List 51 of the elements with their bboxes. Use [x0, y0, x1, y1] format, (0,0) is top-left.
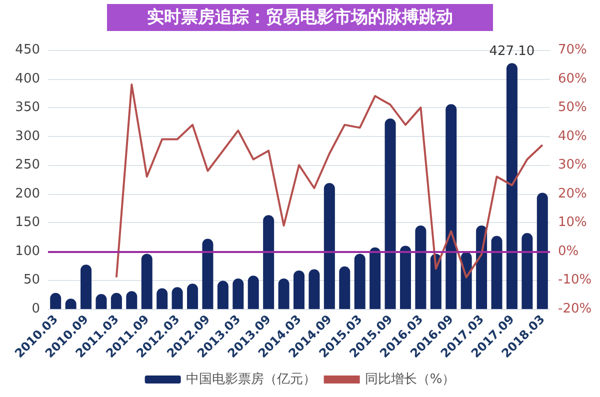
bar [294, 270, 304, 309]
bar [308, 269, 320, 309]
bar [370, 247, 381, 309]
bar [156, 288, 168, 309]
y2-tick-label: -20% [558, 302, 592, 316]
y2-tick-label: 30% [558, 158, 587, 173]
y2-tick-label: 40% [558, 128, 587, 144]
bar [400, 246, 411, 309]
y-tick-label: 0 [32, 302, 40, 316]
bar [278, 278, 290, 309]
bar [536, 192, 548, 309]
bar [217, 280, 228, 309]
y-tick-label: 300 [15, 128, 40, 144]
bar [324, 182, 335, 309]
bar [430, 254, 442, 309]
data-label: 427.10 [489, 44, 535, 60]
y2-tick-label: 50% [558, 100, 587, 116]
bar [248, 276, 259, 309]
y2-tick-label: -10% [558, 272, 592, 288]
bar [446, 104, 457, 309]
bar [506, 63, 518, 309]
y-tick-label: 100 [15, 244, 40, 259]
y2-tick-label: 60% [558, 71, 587, 86]
bar [522, 233, 533, 309]
y-tick-label: 200 [15, 186, 40, 202]
legend-label: 同比增长（%） [364, 372, 456, 387]
bar [263, 215, 274, 309]
bar [354, 254, 366, 309]
chart-title: 实时票房追踪：贸易电影市场的脉搏跳动 [147, 8, 453, 28]
bar [415, 226, 426, 309]
bar [491, 236, 502, 309]
bar [202, 238, 214, 309]
line-series [115, 84, 544, 278]
y2-tick-label: 70% [558, 42, 587, 58]
bar [172, 287, 183, 309]
y-tick-label: 250 [15, 158, 40, 173]
y-tick-label: 350 [15, 100, 40, 116]
bar [384, 118, 396, 309]
legend-label: 中国电影票房（亿元） [186, 371, 316, 387]
y-tick-label: 400 [15, 71, 40, 86]
y2-tick-label: 10% [558, 215, 587, 230]
bar [141, 254, 152, 309]
y-tick-label: 50 [23, 272, 40, 288]
bar [339, 266, 350, 309]
y2-tick-label: 0% [558, 244, 579, 259]
y-tick-label: 150 [15, 215, 40, 230]
bar [80, 264, 92, 309]
y2-tick-label: 20% [558, 186, 587, 202]
bar [187, 284, 198, 309]
bar [232, 278, 244, 309]
y-tick-label: 450 [15, 42, 40, 58]
